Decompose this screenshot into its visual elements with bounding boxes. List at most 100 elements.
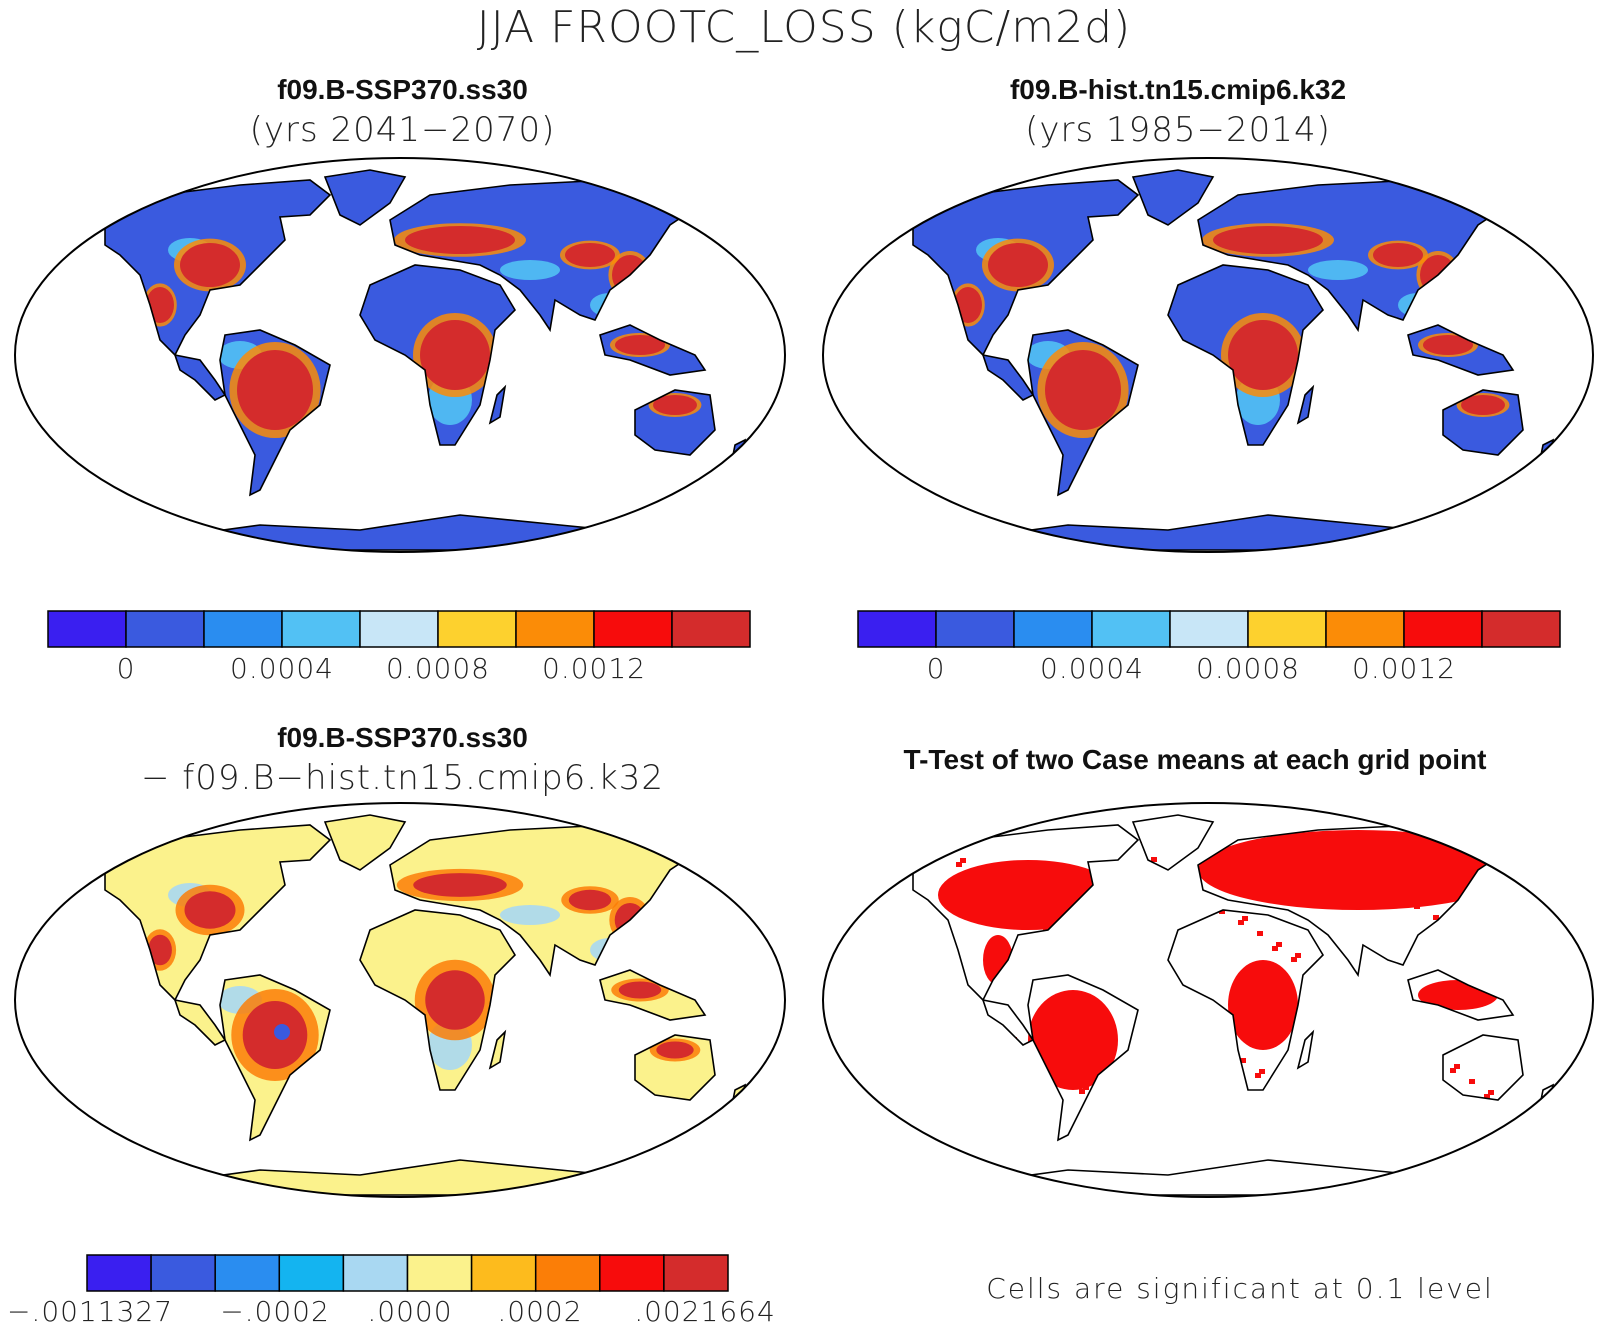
panel3-map xyxy=(14,802,786,1198)
colorbar-box-6 xyxy=(470,1254,537,1292)
colorbar-box-6 xyxy=(1325,610,1405,648)
greenland-land xyxy=(325,815,405,870)
africa-coastline xyxy=(1167,264,1325,446)
central-america-land xyxy=(983,1000,1033,1045)
colorbar-box-5 xyxy=(1247,610,1327,648)
panel3-colorbar xyxy=(86,1254,729,1292)
north-america-coastline xyxy=(104,179,332,357)
panel1-tick-2: 0.0008 xyxy=(386,652,490,685)
panel3-tick-2: .0000 xyxy=(367,1295,453,1328)
madagascar-land xyxy=(1298,1032,1313,1068)
madagascar-land xyxy=(1298,387,1313,423)
australia-coastline xyxy=(1442,389,1524,456)
panel2-map xyxy=(822,157,1594,553)
colorbar-box-8 xyxy=(599,1254,665,1292)
greenland-coastline xyxy=(323,814,407,871)
greenland-land xyxy=(1133,170,1213,225)
colorbar-box-4 xyxy=(342,1254,409,1292)
north-america-coastline xyxy=(912,179,1140,357)
colorbar-box-7 xyxy=(1403,610,1483,648)
panel3-tick-0: −.0011327 xyxy=(6,1295,174,1328)
madagascar-coastline xyxy=(488,1029,507,1070)
europe-asia-land xyxy=(390,180,700,330)
panel2-title: f09.B-hist.tn15.cmip6.k32 xyxy=(1009,74,1347,105)
panel1-colorbar xyxy=(47,610,751,648)
europe-asia-land xyxy=(1198,180,1508,330)
colorbar-box-3 xyxy=(1091,610,1171,648)
panel4-map xyxy=(822,802,1594,1198)
panel1-tick-0: 0 xyxy=(116,652,136,685)
panel4-significance-note: Cells are significant at 0.1 level xyxy=(986,1272,1494,1305)
madagascar-coastline xyxy=(1296,384,1315,425)
colorbar-box-3 xyxy=(278,1254,345,1292)
greenland-coastline xyxy=(323,169,407,226)
greenland-land xyxy=(1133,815,1213,870)
panel3-tick-1: −.0002 xyxy=(220,1295,330,1328)
panel3-tick-3: .0002 xyxy=(497,1295,583,1328)
colorbar-box-2 xyxy=(1013,610,1093,648)
central-america-coastline xyxy=(981,998,1035,1046)
colorbar-box-6 xyxy=(515,610,595,648)
north-america-coastline xyxy=(104,824,332,1002)
australia-coastline xyxy=(634,1034,716,1101)
australia-coastline xyxy=(634,389,716,456)
madagascar-land xyxy=(490,1032,505,1068)
central-america-coastline xyxy=(981,353,1035,401)
map-border xyxy=(14,157,786,553)
central-america-land xyxy=(175,355,225,400)
panel1-subtitle: (yrs 2041−2070) xyxy=(249,110,556,150)
map-border xyxy=(822,802,1594,1198)
colorbar-box-7 xyxy=(593,610,673,648)
colorbar-box-1 xyxy=(935,610,1015,648)
australia-land xyxy=(1443,1035,1523,1100)
panel2-tick-0: 0 xyxy=(926,652,946,685)
colorbar-box-7 xyxy=(534,1254,601,1292)
panel3-tick-4: .0021664 xyxy=(634,1295,776,1328)
panel2-colorbar xyxy=(857,610,1561,648)
south-america-coastline xyxy=(219,974,331,1142)
colorbar-box-0 xyxy=(47,610,127,648)
panel3-title: f09.B-SSP370.ss30 xyxy=(277,722,528,753)
colorbar-box-8 xyxy=(1481,610,1561,648)
panel2-tick-3: 0.0012 xyxy=(1352,652,1456,685)
australia-coastline xyxy=(1442,1034,1524,1101)
europe-asia-land xyxy=(390,825,700,975)
colorbar-box-4 xyxy=(1169,610,1249,648)
colorbar-box-2 xyxy=(214,1254,281,1292)
panel2-subtitle: (yrs 1985−2014) xyxy=(1025,110,1331,150)
greenland-land xyxy=(325,170,405,225)
north-america-coastline xyxy=(912,824,1140,1002)
africa-coastline xyxy=(1167,909,1325,1091)
colorbar-box-3 xyxy=(281,610,361,648)
africa-coastline xyxy=(359,264,517,446)
figure-title: JJA FROOTC_LOSS (kgC/m2d) xyxy=(476,2,1132,53)
greenland-coastline xyxy=(1131,814,1215,871)
panel3-subtitle: − f09.B−hist.tn15.cmip6.k32 xyxy=(140,758,665,798)
colorbar-box-1 xyxy=(150,1254,216,1292)
panel4-title: T-Test of two Case means at each grid po… xyxy=(903,744,1487,775)
panel2-tick-2: 0.0008 xyxy=(1196,652,1300,685)
madagascar-coastline xyxy=(1296,1029,1315,1070)
south-america-coastline xyxy=(1027,329,1139,497)
madagascar-coastline xyxy=(488,384,507,425)
colorbar-box-9 xyxy=(663,1254,729,1292)
colorbar-box-0 xyxy=(86,1254,152,1292)
panel2-tick-1: 0.0004 xyxy=(1040,652,1144,685)
colorbar-box-8 xyxy=(671,610,751,648)
panel1-tick-1: 0.0004 xyxy=(230,652,334,685)
greenland-coastline xyxy=(1131,169,1215,226)
colorbar-box-2 xyxy=(203,610,283,648)
colorbar-box-5 xyxy=(437,610,517,648)
se-asia-coastline xyxy=(1407,969,1515,1021)
central-america-coastline xyxy=(173,353,227,401)
central-america-land xyxy=(983,355,1033,400)
panel1-title: f09.B-SSP370.ss30 xyxy=(277,74,528,105)
colorbar-box-4 xyxy=(359,610,439,648)
se-asia-coastline xyxy=(599,324,707,376)
colorbar-box-0 xyxy=(857,610,937,648)
panel1-tick-3: 0.0012 xyxy=(542,652,646,685)
central-america-land xyxy=(175,1000,225,1045)
central-america-coastline xyxy=(173,998,227,1046)
africa-coastline xyxy=(359,909,517,1091)
south-america-coastline xyxy=(1027,974,1139,1142)
